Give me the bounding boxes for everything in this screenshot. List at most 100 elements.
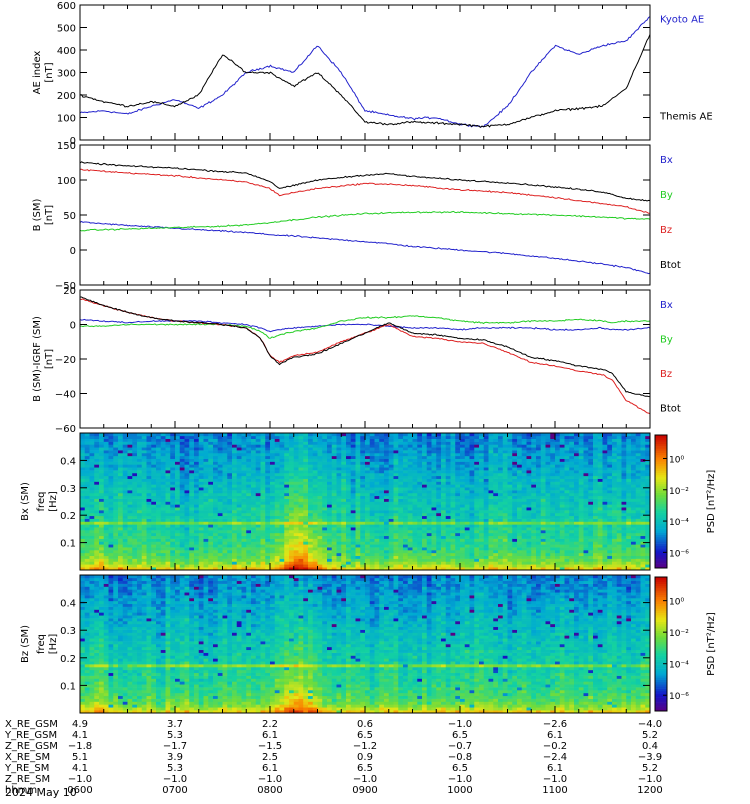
ephemeris-value: −1.0 (68, 774, 92, 785)
y-axis-unit: [nT] (44, 349, 55, 369)
y-tick-label: −60 (55, 424, 76, 435)
y-tick-label: 150 (57, 141, 76, 152)
ephemeris-label: Z_RE_SM (5, 774, 50, 785)
legend-btot: Btot (660, 403, 681, 414)
y-tick-label: −20 (55, 355, 76, 366)
legend-btot: Btot (660, 260, 681, 271)
ephemeris-value: −1.0 (543, 774, 567, 785)
ephemeris-value: −0.8 (448, 752, 472, 763)
ephemeris-value: 1200 (637, 785, 662, 796)
colorbar-tick-label: 10⁰ (669, 455, 684, 465)
ephemeris-value: −1.0 (448, 774, 472, 785)
y-tick-label: 0 (70, 321, 76, 332)
ephemeris-label: X_RE_GSM (5, 719, 58, 730)
legend-by: By (660, 190, 673, 201)
colorbar-tick-label: 10⁻⁴ (669, 518, 689, 528)
ephemeris-value: −2.4 (543, 752, 567, 763)
y-tick-label: 0.3 (60, 626, 76, 637)
legend-bx: Bx (660, 155, 673, 166)
ephemeris-value: 6.5 (452, 763, 468, 774)
series-line-btot (80, 162, 650, 201)
ephemeris-value: 6.1 (262, 730, 278, 741)
spectrogram-bx (80, 433, 650, 570)
series-line-kyoto-ae (80, 17, 650, 128)
ephemeris-value: 6.5 (357, 763, 373, 774)
y-tick-label: 0.4 (60, 599, 76, 610)
colorbar-tick-label: 10⁰ (669, 598, 684, 608)
panel-frame (80, 5, 650, 140)
y-tick-label: 300 (57, 69, 76, 80)
ephemeris-value: 6.5 (357, 730, 373, 741)
ephemeris-value: −1.0 (638, 774, 662, 785)
panel-5: 0.10.20.30.4Bz (SM)freq[Hz]10⁰10⁻²10⁻⁴10… (20, 575, 717, 713)
ephemeris-value: 0.6 (357, 719, 373, 730)
y-tick-label: 600 (57, 1, 76, 12)
y-tick-label: 0.3 (60, 484, 76, 495)
y-axis-label: B (SM) (32, 198, 43, 231)
y-axis-label: Bx (SM) (20, 482, 31, 521)
y-tick-label: 0.1 (60, 681, 76, 692)
ephemeris-value: 2.5 (262, 752, 278, 763)
ephemeris-value: 6.1 (547, 730, 563, 741)
y-axis-label-freq: freq (36, 492, 47, 512)
ephemeris-label: X_RE_SM (5, 752, 50, 763)
y-tick-label: 0.4 (60, 456, 76, 467)
ephemeris-value: −1.0 (448, 719, 472, 730)
panel-4: 0.10.20.30.4Bx (SM)freq[Hz]10⁰10⁻²10⁻⁴10… (20, 433, 717, 570)
ephemeris-value: −1.7 (163, 741, 187, 752)
date-label: 2024 May 10 (5, 786, 77, 799)
ephemeris-value: −1.0 (353, 774, 377, 785)
ephemeris-value: 0700 (162, 785, 187, 796)
series-line-themis-ae (80, 34, 650, 127)
ephemeris-label: Y_RE_SM (4, 763, 49, 774)
ephemeris-value: 6.1 (547, 763, 563, 774)
ephemeris-value: 4.1 (72, 763, 88, 774)
colorbar-tick-label: 10⁻⁶ (669, 692, 689, 702)
y-tick-label: 20 (63, 286, 76, 297)
ephemeris-value: 6.1 (262, 763, 278, 774)
y-tick-label: 400 (57, 46, 76, 57)
series-line-bz (80, 299, 650, 414)
ephemeris-value: 4.9 (72, 719, 88, 730)
ephemeris-value: 3.7 (167, 719, 183, 730)
y-tick-label: 0.2 (60, 511, 76, 522)
colorbar-label: PSD [nT²/Hz] (706, 612, 717, 676)
y-tick-label: 100 (57, 114, 76, 125)
y-axis-label: AE index (32, 51, 43, 95)
ephemeris-value: −1.8 (68, 741, 92, 752)
legend-bz: Bz (660, 369, 672, 380)
colorbar-label: PSD [nT²/Hz] (706, 470, 717, 534)
ephemeris-value: 0.9 (357, 752, 373, 763)
ephemeris-value: 5.3 (167, 730, 183, 741)
ephemeris-value: −1.0 (258, 774, 282, 785)
y-tick-label: 0.1 (60, 539, 76, 550)
ephemeris-value: 0800 (257, 785, 282, 796)
ephemeris-value: −2.6 (543, 719, 567, 730)
ephemeris-value: 3.9 (167, 752, 183, 763)
ephemeris-label: Z_RE_GSM (5, 741, 58, 752)
legend-bz: Bz (660, 225, 672, 236)
series-line-by (80, 316, 650, 339)
legend-by: By (660, 334, 673, 345)
legend-kyoto-ae: Kyoto AE (660, 15, 704, 26)
ephemeris-value: 5.2 (642, 763, 658, 774)
ephemeris-value: 6.5 (452, 730, 468, 741)
ephemeris-value: −0.7 (448, 741, 472, 752)
ephemeris-value: −1.2 (353, 741, 377, 752)
legend-themis-ae: Themis AE (659, 112, 713, 123)
ephemeris-value: 0.4 (642, 741, 658, 752)
ephemeris-label: Y_RE_GSM (4, 730, 57, 741)
y-tick-label: 0.2 (60, 654, 76, 665)
ephemeris-value: −4.0 (638, 719, 662, 730)
ephemeris-value: 4.1 (72, 730, 88, 741)
colorbar-tick-label: 10⁻² (669, 629, 689, 639)
spectrogram-bz (80, 575, 650, 713)
y-axis-unit: [nT] (44, 205, 55, 225)
ephemeris-value: −3.9 (638, 752, 662, 763)
y-axis-unit: [Hz] (48, 634, 59, 655)
